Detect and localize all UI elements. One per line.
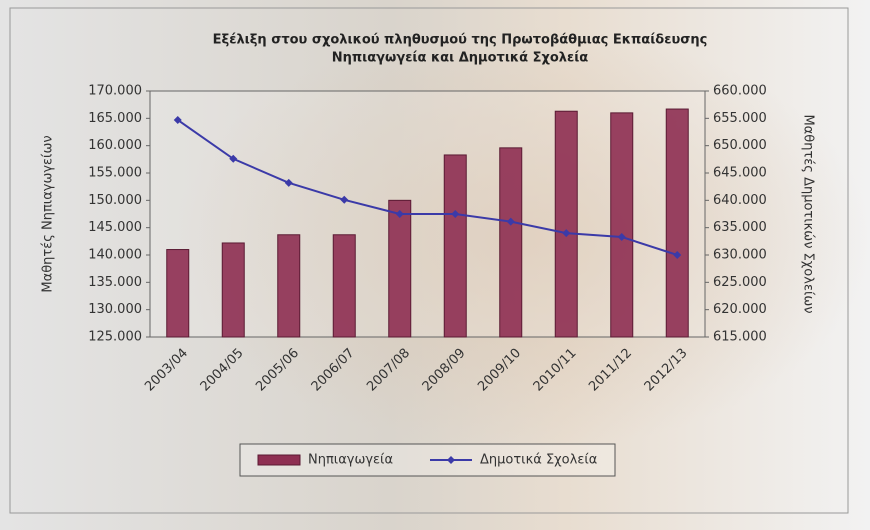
line-marker [229, 154, 238, 163]
y-tick-label: 155.000 [88, 166, 142, 181]
legend-marker [447, 456, 455, 464]
bar [610, 112, 634, 338]
y2-tick-label: 635.000 [713, 220, 767, 235]
y2-tick-label: 630.000 [713, 248, 767, 263]
bar [499, 147, 523, 338]
y-tick-label: 165.000 [88, 111, 142, 126]
y-axis-label: Μαθητές Νηπιαγωγείων [41, 135, 56, 292]
y-tick-label: 160.000 [88, 138, 142, 153]
line-marker [506, 217, 515, 226]
y-tick-label: 130.000 [88, 302, 142, 317]
bar [332, 234, 356, 338]
y-tick-label: 170.000 [88, 84, 142, 99]
legend-box [239, 443, 616, 477]
y-tick-label: 150.000 [88, 193, 142, 208]
y2-tick-label: 640.000 [713, 193, 767, 208]
bar [665, 108, 689, 338]
bar [388, 199, 412, 338]
chart-title: Εξέλιξη στου σχολικού πληθυσμού της Πρωτ… [213, 33, 708, 48]
line-marker [451, 210, 460, 218]
line-marker [340, 195, 349, 204]
line-marker [617, 232, 626, 241]
legend-label: Δημοτικά Σχολεία [480, 453, 597, 468]
bar [166, 249, 190, 338]
bar [221, 242, 245, 338]
line-marker [562, 229, 571, 238]
bar [443, 154, 467, 338]
line [177, 119, 678, 256]
y2-tick-label: 625.000 [713, 275, 767, 290]
legend-label: Νηπιαγωγεία [308, 453, 393, 468]
y2-tick-label: 645.000 [713, 166, 767, 181]
chart-subtitle: Νηπιαγωγεία και Δημοτικά Σχολεία [332, 51, 589, 66]
y2-tick-label: 615.000 [713, 330, 767, 345]
chart-frame [9, 7, 849, 514]
line-marker [395, 210, 404, 218]
y2-tick-label: 655.000 [713, 111, 767, 126]
bar [277, 234, 301, 338]
line-marker [284, 178, 293, 187]
line-marker [673, 251, 682, 259]
y-tick-label: 135.000 [88, 275, 142, 290]
y-tick-label: 140.000 [88, 248, 142, 263]
bar [554, 110, 578, 338]
line-marker [173, 115, 182, 124]
y-tick-label: 125.000 [88, 330, 142, 345]
y2-tick-label: 620.000 [713, 302, 767, 317]
y2-tick-label: 660.000 [713, 84, 767, 99]
y2-axis-label: Μαθητές Δημοτικών Σχολείων [801, 114, 816, 313]
legend-swatch [257, 454, 301, 466]
y-tick-label: 145.000 [88, 220, 142, 235]
y2-tick-label: 650.000 [713, 138, 767, 153]
